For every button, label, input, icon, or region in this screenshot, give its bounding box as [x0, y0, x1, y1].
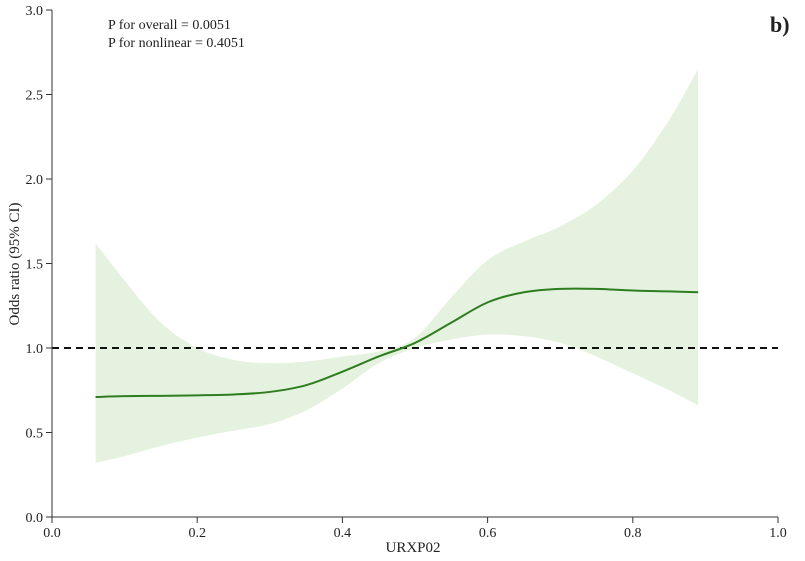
- tick-layer: 0.0 0.2 0.4 0.6 0.8 1.0 0.0 0.5 1.0 1.5 2.0 2.5 3.0: [26, 4, 787, 541]
- p-overall-annotation: P for overall = 0.0051: [108, 18, 231, 33]
- y-tick-label: 2.5: [26, 89, 44, 104]
- y-tick-label: 3.0: [26, 4, 44, 19]
- estimate-line: [95, 287, 699, 399]
- x-axis-title: URXP02: [385, 540, 440, 556]
- x-tick-label: 0.0: [43, 526, 61, 541]
- x-tick-label: 0.4: [334, 526, 352, 541]
- x-tick-label: 1.0: [769, 526, 787, 541]
- confidence-band-layer: [95, 69, 699, 463]
- y-tick-label: 0.5: [26, 427, 44, 442]
- y-axis-title: Odds ratio (95% CI): [7, 203, 23, 326]
- y-tick-label: 1.5: [26, 258, 44, 273]
- x-tick-label: 0.8: [624, 526, 642, 541]
- x-tick-label: 0.2: [188, 526, 206, 541]
- x-tick-label: 0.6: [479, 526, 497, 541]
- estimate-line-layer: [95, 287, 699, 399]
- panel-label: b): [770, 12, 790, 37]
- confidence-band: [95, 69, 699, 463]
- y-tick-label: 0.0: [26, 511, 44, 526]
- y-tick-label: 2.0: [26, 173, 44, 188]
- p-nonlinear-annotation: P for nonlinear = 0.4051: [108, 36, 245, 51]
- y-tick-label: 1.0: [26, 342, 44, 357]
